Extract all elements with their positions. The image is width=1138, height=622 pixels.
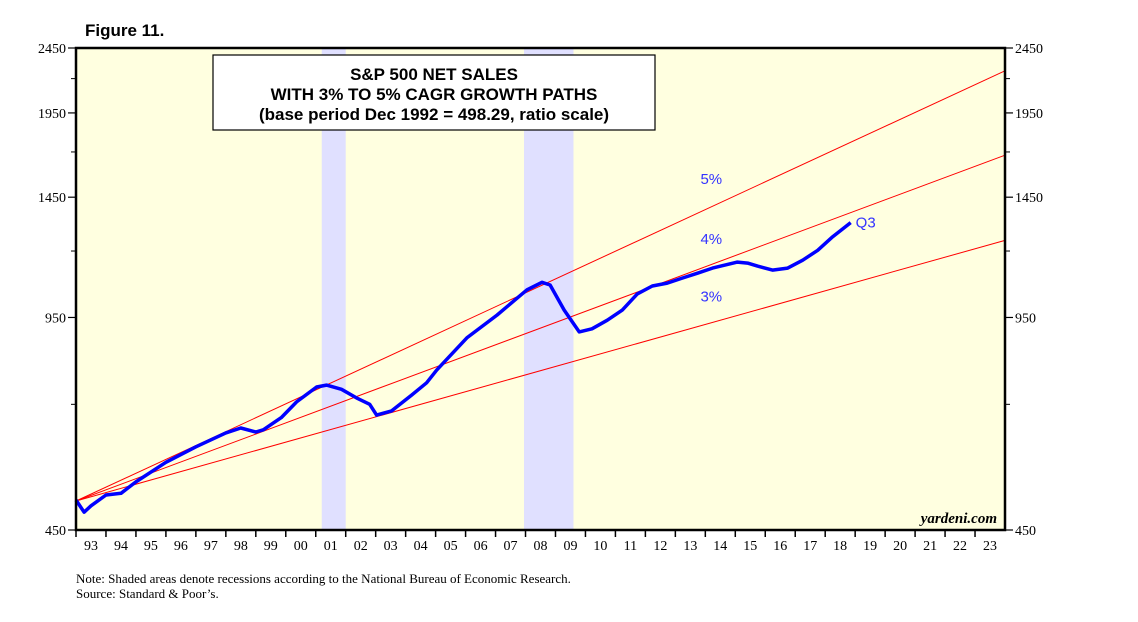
x-tick-label: 07 xyxy=(504,539,518,554)
y-tick-label-left: 450 xyxy=(45,524,66,539)
growth-path-label: 3% xyxy=(700,288,722,305)
x-tick-label: 95 xyxy=(144,539,158,554)
x-tick-label: 02 xyxy=(354,539,368,554)
title-line-2: WITH 3% TO 5% CAGR GROWTH PATHS xyxy=(271,85,598,104)
y-tick-label-left: 1950 xyxy=(38,107,66,122)
series-end-label: Q3 xyxy=(856,215,876,232)
x-tick-label: 13 xyxy=(683,539,697,554)
growth-path-label: 4% xyxy=(700,231,722,248)
x-tick-label: 22 xyxy=(953,539,967,554)
title-box: S&P 500 NET SALES WITH 3% TO 5% CAGR GRO… xyxy=(212,54,656,131)
x-tick-label: 10 xyxy=(593,539,607,554)
x-tick-label: 18 xyxy=(833,539,847,554)
x-tick-label: 08 xyxy=(534,539,548,554)
x-tick-label: 21 xyxy=(923,539,937,554)
y-tick-label-right: 1450 xyxy=(1015,191,1043,206)
watermark: yardeni.com xyxy=(919,511,997,527)
series-line xyxy=(74,221,852,514)
y-tick-label-right: 2450 xyxy=(1015,42,1043,57)
plot-frame xyxy=(74,46,1007,532)
x-tick-label: 11 xyxy=(624,539,637,554)
y-tick-label-right: 450 xyxy=(1015,524,1036,539)
x-tick-label: 96 xyxy=(174,539,188,554)
x-tick-label: 17 xyxy=(803,539,817,554)
source-line: Source: Standard & Poor’s. xyxy=(76,586,219,601)
x-tick-label: 14 xyxy=(713,539,727,554)
title-line-1: S&P 500 NET SALES xyxy=(350,65,518,84)
recession-band xyxy=(321,48,346,530)
y-tick-label-left: 2450 xyxy=(38,42,66,57)
x-tick-label: 98 xyxy=(234,539,248,554)
x-tick-label: 01 xyxy=(324,539,338,554)
x-tick-label: 23 xyxy=(983,539,997,554)
y-tick-label-left: 1450 xyxy=(38,191,66,206)
x-tick-label: 04 xyxy=(414,539,428,554)
x-tick-label: 05 xyxy=(444,539,458,554)
x-tick-label: 94 xyxy=(114,539,128,554)
x-tick-label: 15 xyxy=(743,539,757,554)
x-tick-label: 93 xyxy=(84,539,98,554)
x-tick-label: 00 xyxy=(294,539,308,554)
x-tick-label: 12 xyxy=(653,539,667,554)
x-tick-label: 03 xyxy=(384,539,398,554)
y-tick-label-left: 950 xyxy=(45,311,66,326)
x-tick-label: 99 xyxy=(264,539,278,554)
note-line: Note: Shaded areas denote recessions acc… xyxy=(76,571,571,586)
x-tick-label: 19 xyxy=(863,539,877,554)
growth-path-5pct xyxy=(75,70,1006,502)
figure-label: Figure 11. xyxy=(85,21,164,40)
y-tick-label-right: 1950 xyxy=(1015,107,1043,122)
growth-path-label: 5% xyxy=(700,171,722,188)
x-tick-label: 06 xyxy=(474,539,488,554)
x-tick-label: 20 xyxy=(893,539,907,554)
x-tick-label: 09 xyxy=(563,539,577,554)
x-tick-label: 97 xyxy=(204,539,218,554)
y-tick-label-right: 950 xyxy=(1015,311,1036,326)
growth-path-4pct xyxy=(75,154,1006,502)
growth-path-3pct xyxy=(75,239,1006,502)
title-line-3: (base period Dec 1992 = 498.29, ratio sc… xyxy=(259,105,609,124)
x-tick-label: 16 xyxy=(773,539,787,554)
